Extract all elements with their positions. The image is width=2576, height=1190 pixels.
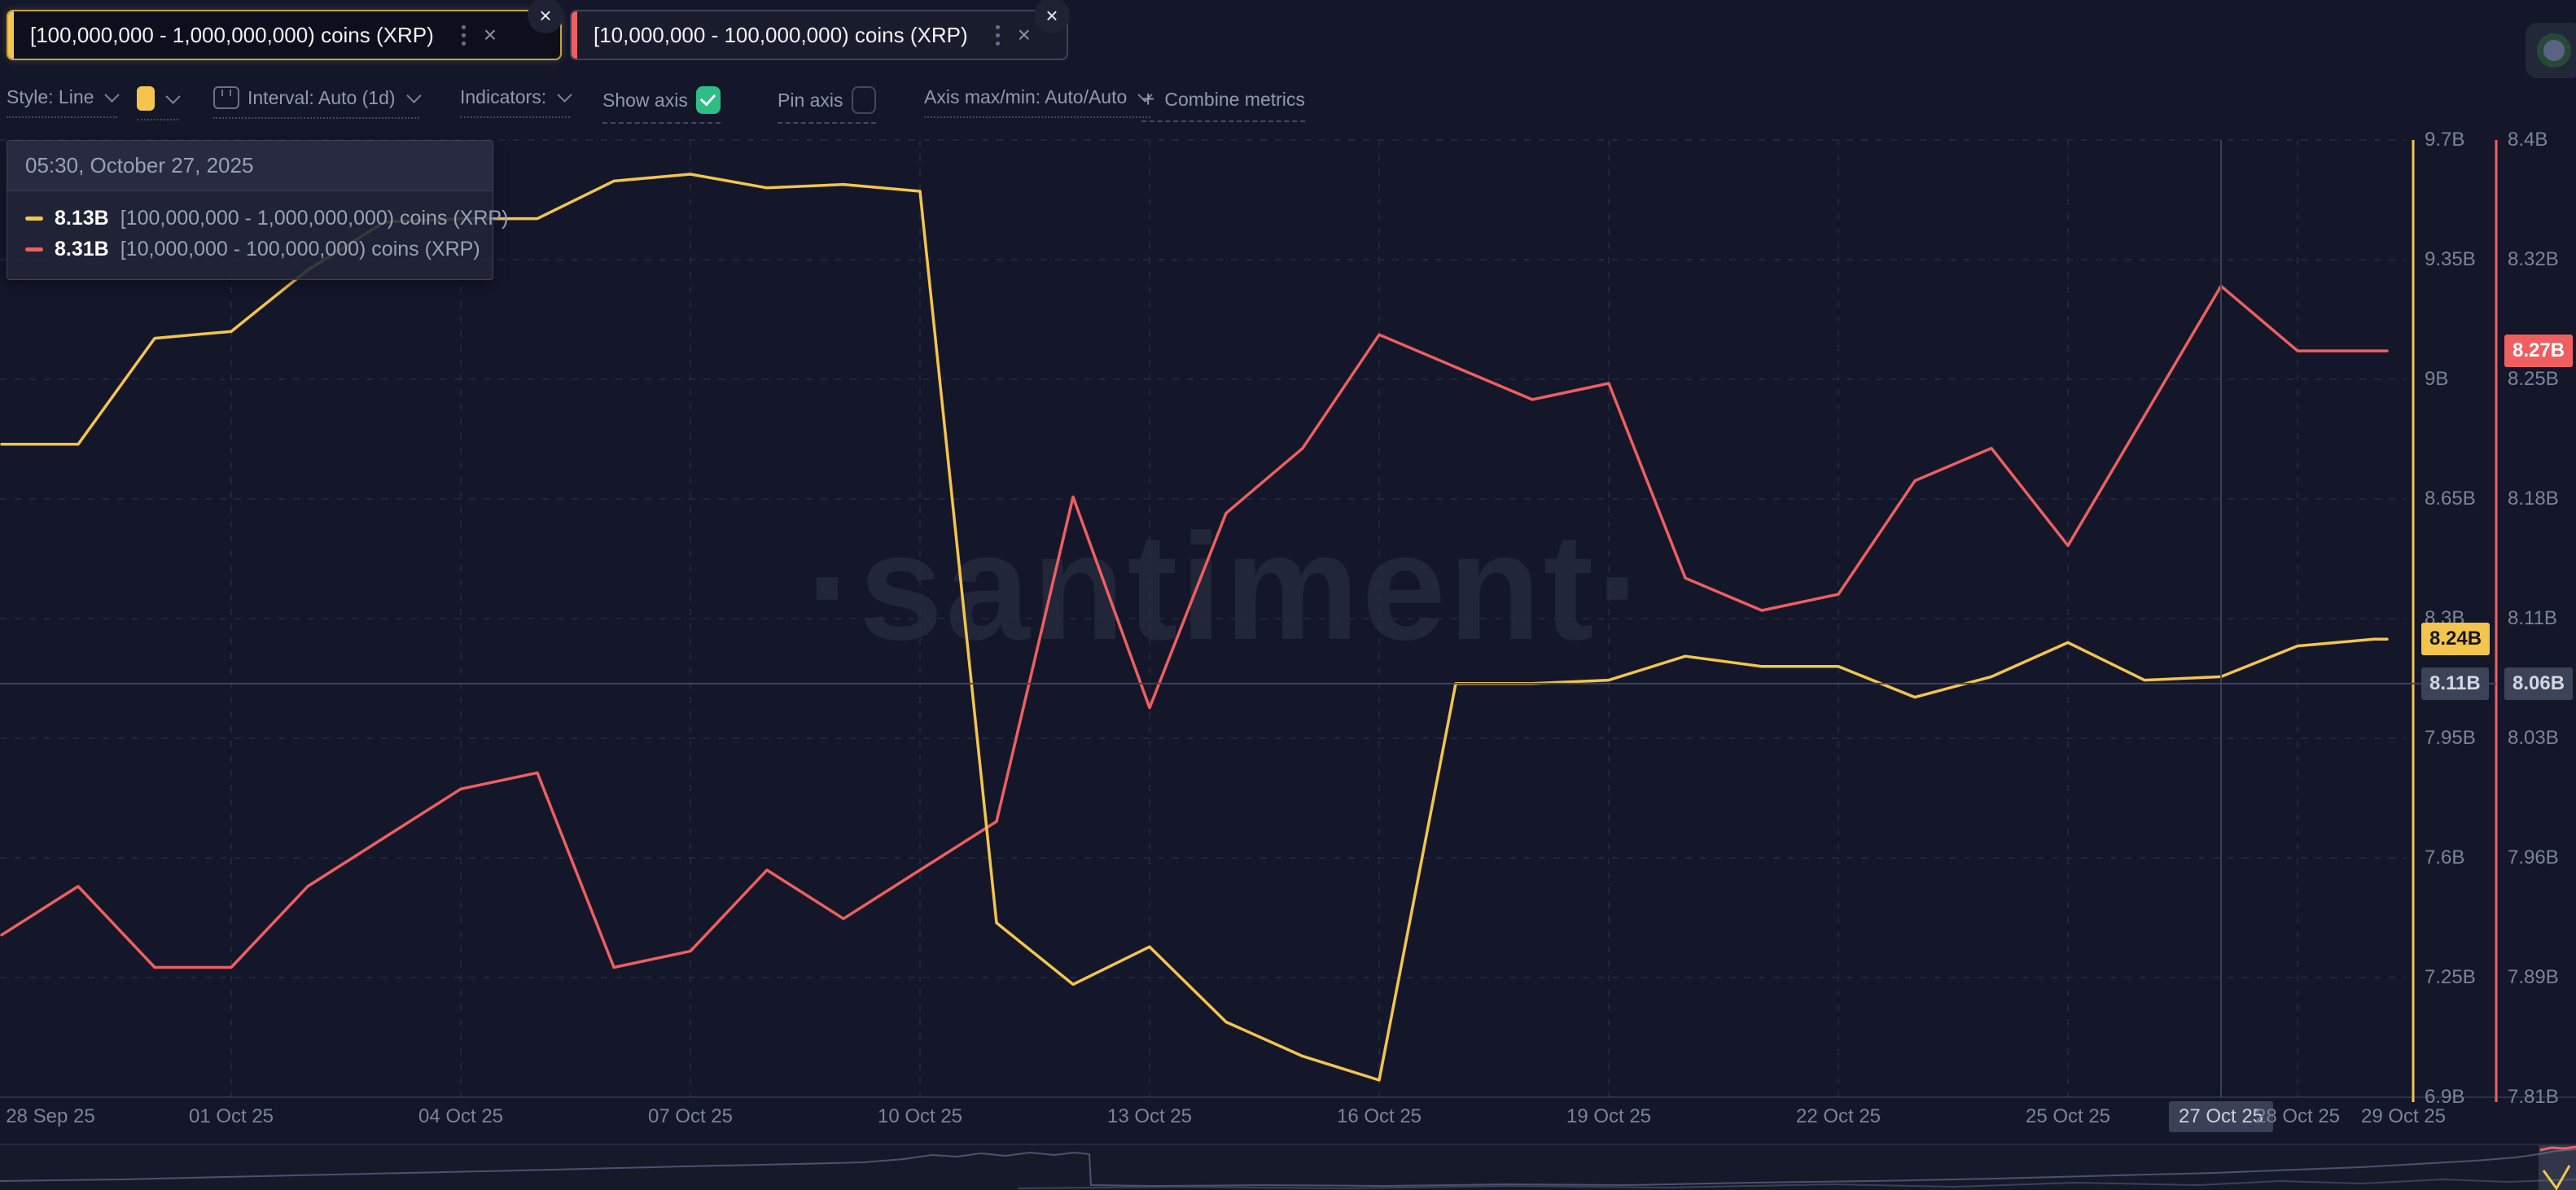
plus-icon: + xyxy=(1141,86,1155,112)
tooltip-timestamp: 05:30, October 27, 2025 xyxy=(7,141,493,191)
santiment-watermark: ·santiment· xyxy=(806,501,1649,674)
indicators-selector-label: Indicators: xyxy=(460,86,547,107)
metric-tab-mid-holders[interactable]: [10,000,000 - 100,000,000) coins (XRP) ×… xyxy=(570,0,1070,60)
tab-label: [10,000,000 - 100,000,000) coins (XRP) xyxy=(594,22,968,47)
tooltip-series-label: [100,000,000 - 1,000,000,000) coins (XRP… xyxy=(120,206,509,230)
show-axis-toggle[interactable]: Show axis xyxy=(602,86,721,124)
show-axis-label: Show axis xyxy=(602,89,688,111)
chevron-down-icon xyxy=(405,87,422,103)
interval-selector[interactable]: Interval: Auto (1d) xyxy=(213,86,422,119)
tab-accent-bar xyxy=(572,11,577,59)
chart-toolbar: Style: Line Interval: Auto (1d) Indicato… xyxy=(0,78,2576,129)
tab-options-kebab-icon[interactable] xyxy=(449,24,479,46)
tooltip-row: 8.31B [10,000,000 - 100,000,000) coins (… xyxy=(25,234,480,265)
pin-axis-label: Pin axis xyxy=(778,89,843,111)
avatar-status-ring xyxy=(2537,33,2571,68)
axis-maxmin-selector[interactable]: Axis max/min: Auto/Auto xyxy=(924,86,1153,118)
combine-metrics-label: Combine metrics xyxy=(1164,88,1305,110)
navigator-selection-red-line xyxy=(2539,1145,2576,1152)
chevron-down-icon xyxy=(104,87,120,103)
tab-close-icon[interactable]: × xyxy=(1017,22,1031,47)
navigator-preview-line-primary xyxy=(0,1148,2576,1188)
axis-maxmin-label: Axis max/min: Auto/Auto xyxy=(924,86,1128,107)
pin-axis-checkbox[interactable] xyxy=(851,86,876,114)
show-axis-checkbox[interactable] xyxy=(695,86,721,114)
tab-options-kebab-icon[interactable] xyxy=(983,24,1013,46)
navigator-background xyxy=(0,1145,2576,1190)
style-selector-label: Style: Line xyxy=(7,86,94,107)
tooltip-row: 8.13B [100,000,000 - 1,000,000,000) coin… xyxy=(25,203,508,234)
metric-tab-large-holders[interactable]: [100,000,000 - 1,000,000,000) coins (XRP… xyxy=(7,0,563,60)
indicators-selector[interactable]: Indicators: xyxy=(460,86,572,118)
series-color-picker[interactable] xyxy=(137,86,181,120)
tooltip-value: 8.13B xyxy=(55,206,109,230)
combine-metrics-button[interactable]: + Combine metrics xyxy=(1141,86,1305,122)
interval-selector-label: Interval: Auto (1d) xyxy=(248,86,396,108)
series-color-dash xyxy=(25,216,43,221)
tab-close-icon[interactable]: × xyxy=(483,22,497,47)
chevron-down-icon xyxy=(165,88,181,104)
avatar xyxy=(2543,40,2565,61)
color-swatch xyxy=(137,86,155,111)
tab-corner-close-button[interactable]: × xyxy=(528,0,563,33)
interval-ruler-icon xyxy=(213,86,239,109)
tab-accent-bar xyxy=(8,11,14,59)
style-selector[interactable]: Style: Line xyxy=(7,86,120,118)
chevron-down-icon xyxy=(557,87,572,103)
chart-plot-area[interactable] xyxy=(0,140,2406,1097)
series-line-10m-100m xyxy=(0,284,2389,969)
navigator-selection-window[interactable] xyxy=(2539,1145,2576,1190)
pin-axis-toggle[interactable]: Pin axis xyxy=(778,86,876,124)
tab-label: [100,000,000 - 1,000,000,000) coins (XRP… xyxy=(30,22,434,47)
tab-corner-close-button[interactable]: × xyxy=(1034,0,1070,33)
navigator-selection-yellow-line xyxy=(2542,1165,2571,1190)
chart-tooltip: 05:30, October 27, 2025 8.13B [100,000,0… xyxy=(7,140,508,280)
tooltip-value: 8.31B xyxy=(55,237,109,260)
navigator-preview-line-secondary xyxy=(1017,1178,2576,1190)
account-avatar-button[interactable] xyxy=(2526,23,2576,78)
tooltip-series-label: [10,000,000 - 100,000,000) coins (XRP) xyxy=(120,237,480,260)
series-color-dash xyxy=(25,247,43,252)
